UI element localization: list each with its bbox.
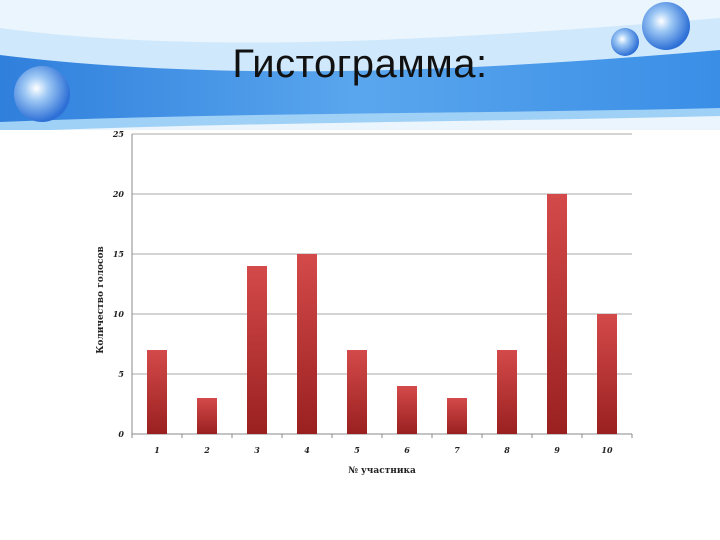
y-tick-label: 10 bbox=[113, 309, 125, 319]
bar-1 bbox=[147, 350, 167, 434]
y-axis-title: Количество голосов bbox=[96, 246, 106, 354]
bar-5 bbox=[347, 350, 367, 434]
x-tick-label: 5 bbox=[354, 445, 360, 455]
x-tick-label: 1 bbox=[154, 445, 160, 455]
x-tick-label: 9 bbox=[554, 445, 560, 455]
y-tick-label: 5 bbox=[118, 369, 124, 379]
bar-3 bbox=[247, 266, 267, 434]
bubble-left-icon bbox=[14, 66, 70, 122]
y-tick-label: 15 bbox=[113, 249, 125, 259]
histogram-chart: 0 5 10 15 20 25 1 2 3 4 5 6 7 8 9 10 № участника Количе… bbox=[96, 129, 633, 476]
bubble-right-small-icon bbox=[611, 28, 639, 56]
x-tick-label: 6 bbox=[404, 445, 410, 455]
bar-4 bbox=[297, 254, 317, 434]
bubble-right-large-icon bbox=[642, 2, 690, 50]
x-axis-title: № участника bbox=[348, 466, 416, 476]
slide-title: Гистограмма: bbox=[232, 42, 488, 86]
x-tick-label: 3 bbox=[254, 445, 260, 455]
bar-7 bbox=[447, 398, 467, 434]
x-tick-label: 4 bbox=[304, 445, 310, 455]
label-layer: 0 5 10 15 20 25 1 2 3 4 5 6 7 8 9 10 bbox=[112, 129, 613, 455]
x-tick-label: 2 bbox=[203, 445, 210, 455]
y-tick-label: 25 bbox=[112, 129, 125, 139]
x-tick-label: 8 bbox=[504, 445, 510, 455]
x-tick-label: 10 bbox=[601, 445, 613, 455]
y-tick-label: 20 bbox=[112, 189, 125, 199]
bar-6 bbox=[397, 386, 417, 434]
bar-10 bbox=[597, 314, 617, 434]
bar-layer bbox=[147, 194, 617, 434]
x-tick-label: 7 bbox=[454, 445, 460, 455]
bar-8 bbox=[497, 350, 517, 434]
bar-2 bbox=[197, 398, 217, 434]
y-tick-label: 0 bbox=[118, 429, 124, 439]
bar-9 bbox=[547, 194, 567, 434]
slide-header-banner bbox=[0, 0, 720, 130]
